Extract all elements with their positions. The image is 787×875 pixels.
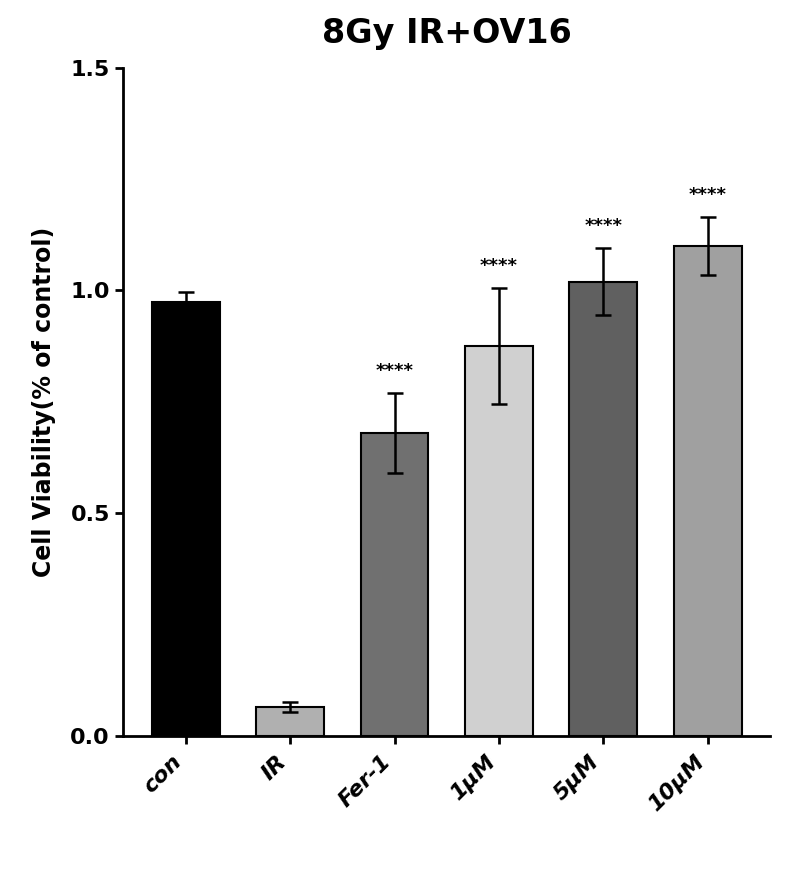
Bar <box>152 302 220 736</box>
Bar <box>674 246 741 736</box>
Text: ****: **** <box>689 186 726 204</box>
Bar <box>465 346 533 736</box>
Bar <box>257 707 324 736</box>
Y-axis label: Cell Viability(% of control): Cell Viability(% of control) <box>32 227 57 577</box>
Text: ****: **** <box>480 257 518 275</box>
Title: 8Gy IR+OV16: 8Gy IR+OV16 <box>322 17 571 50</box>
Bar <box>569 282 637 736</box>
Text: ****: **** <box>584 217 623 234</box>
Text: ****: **** <box>375 361 413 380</box>
Bar <box>360 433 428 736</box>
